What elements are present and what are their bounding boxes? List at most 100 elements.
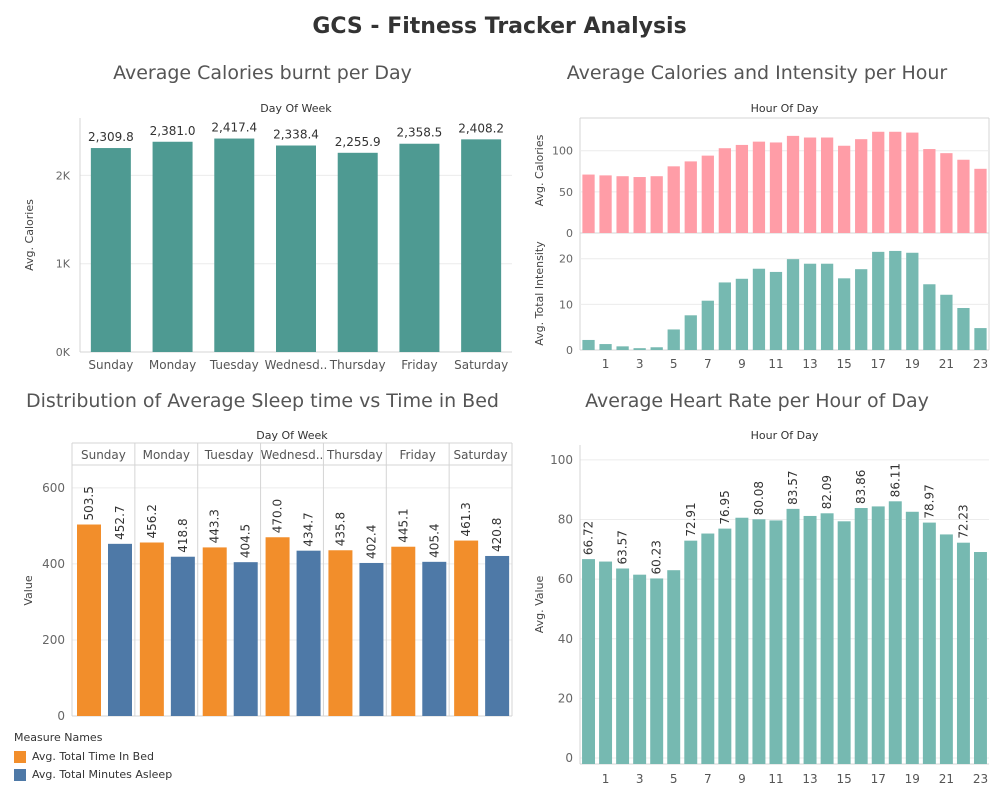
y-tick-label: 0 [566,227,573,240]
x-header-hour-of-day: Hour Of Day [751,429,819,442]
bar-value-label: 405.4 [427,523,441,557]
bar-calories-hour [633,177,646,233]
x-tick-label: 13 [802,357,817,371]
bar-value-label: 445.1 [396,508,410,542]
bar-value-label: 72.91 [684,502,698,536]
column-header-label: Friday [400,448,436,462]
bar-value-label: 434.7 [302,512,316,546]
bar-value-label: 76.95 [718,490,732,524]
x-tick-label: 17 [871,357,886,371]
bar-value-label: 80.08 [752,481,766,515]
bar-intensity-hour [650,347,663,350]
bar-intensity-hour [872,251,885,350]
bar-value-label: 2,381.0 [150,124,196,138]
chart-title-calories-intensity-per-hour: Average Calories and Intensity per Hour [566,62,948,84]
bar-heart-rate [905,511,919,764]
x-tick-label: 19 [905,772,920,786]
sleep-legend: Measure Names Avg. Total Time In Bed Avg… [14,731,172,786]
column-header-label: Saturday [454,448,508,462]
bar-heart-rate [769,520,783,764]
bar-heart-rate [956,542,970,764]
bar-intensity-hour [786,259,800,350]
bar-heart-rate [974,552,987,764]
x-tick-label: 17 [871,772,886,786]
bar-intensity-hour [701,300,714,350]
bar-calories-hour [889,131,902,233]
bar-minutes-asleep [108,543,132,716]
y-tick-label: 1K [56,258,71,271]
y-axis-label: Value [22,575,35,605]
bar-minutes-asleep [422,561,447,716]
x-tick-label: Wednesd.. [265,358,328,372]
bar-intensity-hour [667,329,680,350]
bar-intensity-hour [820,263,834,350]
bar-heart-rate [786,508,800,764]
bar-value-label: 2,408.2 [458,121,504,135]
legend-swatch-blue [14,768,26,781]
x-header-hour-of-day: Hour Of Day [751,102,819,115]
y-tick-label: 0 [565,751,573,765]
bar-calories-hour [974,168,987,233]
bar-value-label: 78.97 [922,484,936,518]
column-header-label: Thursday [326,448,383,462]
bar-value-label: 420.8 [490,518,504,552]
x-tick-label: Friday [401,358,437,372]
bar-calories-day [461,139,502,352]
column-header-label: Tuesday [204,448,254,462]
x-tick-label: 11 [768,772,783,786]
bar-heart-rate [616,568,630,764]
x-tick-label: 15 [837,772,852,786]
bar-heart-rate [871,506,885,764]
legend-item-time-in-bed[interactable]: Avg. Total Time In Bed [14,750,172,763]
y-tick-label: 50 [559,186,573,199]
bar-value-label: 86.11 [888,463,902,497]
bar-calories-hour [684,161,697,233]
y-tick-label: 10 [559,298,573,311]
bar-minutes-asleep [170,556,195,716]
x-tick-label: 7 [704,357,712,371]
legend-title: Measure Names [14,731,103,744]
y-tick-label: 20 [559,253,573,266]
legend-item-minutes-asleep[interactable]: Avg. Total Minutes Asleep [14,768,172,781]
bar-value-label: 2,417.4 [211,121,257,135]
bar-calories-hour [735,144,749,233]
x-tick-label: 9 [738,772,746,786]
bar-calories-day [337,152,378,352]
bar-time-in-bed [265,537,290,716]
bar-calories-hour [718,148,731,233]
bar-calories-hour [650,176,663,233]
bar-heart-rate [650,578,664,764]
bar-heart-rate [684,540,698,764]
bar-value-label: 2,358.5 [397,126,443,140]
bar-intensity-hour [633,348,646,350]
x-tick-label: Tuesday [209,358,259,372]
bar-value-label: 435.8 [333,512,347,546]
bar-value-label: 72.23 [956,504,970,538]
y-tick-label: 200 [42,633,65,647]
bar-intensity-hour [684,315,697,350]
y-axis-label: Avg. Calories [533,134,546,206]
y-tick-label: 100 [550,453,573,467]
bar-heart-rate [735,517,749,764]
bar-calories-hour [752,141,766,233]
x-tick-label: 21 [939,772,954,786]
chart-title-sleep-vs-bed: Distribution of Average Sleep time vs Ti… [26,390,499,412]
bar-time-in-bed [454,540,479,716]
bar-heart-rate [718,528,732,764]
bar-value-label: 461.3 [459,502,473,536]
bar-intensity-hour [940,294,953,350]
x-tick-label: 23 [973,772,988,786]
chart-title-heart-rate: Average Heart Rate per Hour of Day [585,390,929,412]
x-tick-label: 15 [837,357,852,371]
bar-calories-hour [769,142,783,233]
column-header-label: Wednesd.. [261,448,324,462]
bar-heart-rate [837,521,851,764]
x-tick-label: 1 [602,772,610,786]
bar-intensity-hour [752,268,766,350]
y-tick-label: 60 [558,572,573,586]
x-tick-label: 13 [802,772,817,786]
y-tick-label: 100 [552,145,573,158]
bar-calories-hour [855,139,868,233]
y-axis-label: Avg. Total Intensity [533,241,546,346]
bar-intensity-hour [974,328,987,350]
